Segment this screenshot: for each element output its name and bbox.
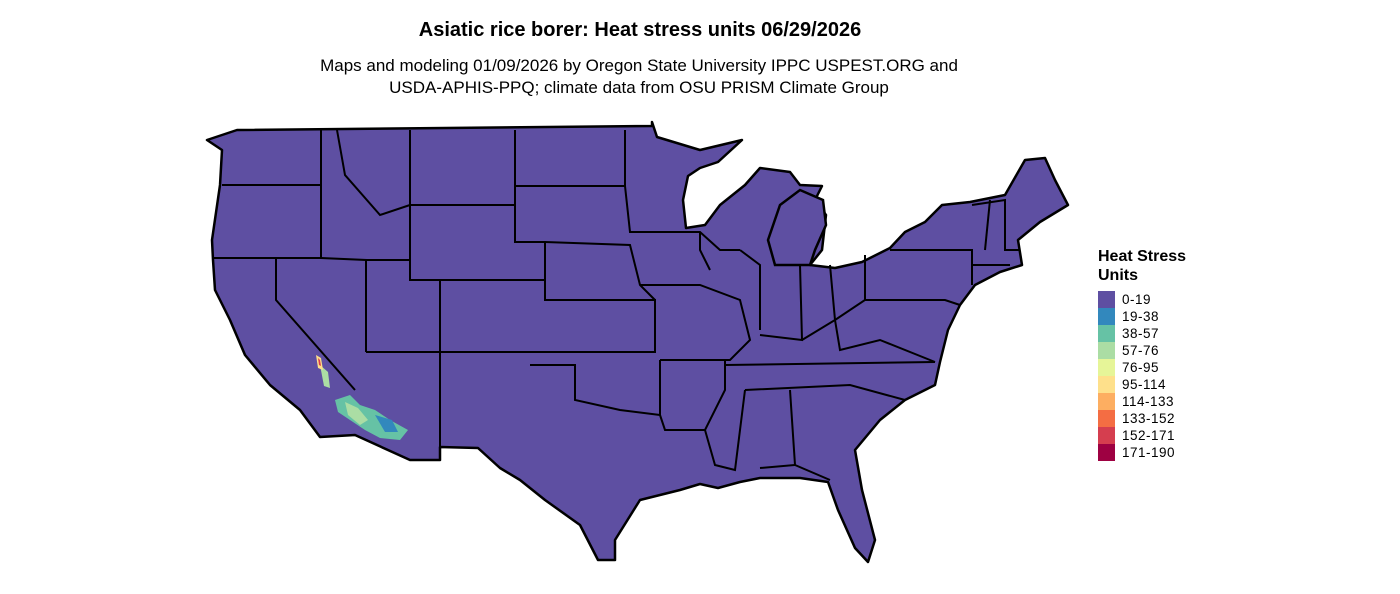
legend-swatch: [1098, 325, 1115, 342]
legend-swatch: [1098, 359, 1115, 376]
legend-item: 57-76: [1098, 342, 1218, 359]
legend-swatch: [1098, 376, 1115, 393]
legend-item: 38-57: [1098, 325, 1218, 342]
legend-label: 133-152: [1122, 411, 1176, 426]
legend-item: 19-38: [1098, 308, 1218, 325]
legend-item: 95-114: [1098, 376, 1218, 393]
legend-label: 76-95: [1122, 360, 1160, 375]
legend-swatch: [1098, 291, 1115, 308]
legend-label: 57-76: [1122, 343, 1160, 358]
state-borders: [213, 129, 1020, 481]
legend-item: 152-171: [1098, 427, 1218, 444]
legend-swatch: [1098, 410, 1115, 427]
legend-swatch: [1098, 308, 1115, 325]
legend-item: 114-133: [1098, 393, 1218, 410]
subtitle-line-2: USDA-APHIS-PPQ; climate data from OSU PR…: [389, 78, 889, 97]
legend-item: 76-95: [1098, 359, 1218, 376]
map-subtitle: Maps and modeling 01/09/2026 by Oregon S…: [289, 55, 989, 99]
legend-swatch: [1098, 342, 1115, 359]
us-outline: [205, 120, 1070, 564]
lower-michigan: [766, 188, 828, 267]
legend-item: 133-152: [1098, 410, 1218, 427]
legend-item: 171-190: [1098, 444, 1218, 461]
legend-title: Heat Stress Units: [1098, 248, 1187, 284]
legend-label: 171-190: [1122, 445, 1176, 460]
legend-label: 152-171: [1122, 428, 1176, 443]
legend-swatch: [1098, 393, 1115, 410]
legend-label: 0-19: [1122, 292, 1152, 307]
legend-label: 38-57: [1122, 326, 1160, 341]
legend-item: 0-19: [1098, 291, 1218, 308]
map-title: Asiatic rice borer: Heat stress units 06…: [418, 19, 862, 41]
subtitle-line-1: Maps and modeling 01/09/2026 by Oregon S…: [320, 56, 958, 75]
legend-label: 19-38: [1122, 309, 1160, 324]
legend-label: 95-114: [1122, 377, 1167, 392]
legend: Heat Stress Units 0-19 19-38 38-57 57-76 76-…: [1098, 247, 1218, 461]
legend-label: 114-133: [1122, 394, 1175, 409]
legend-swatch: [1098, 444, 1115, 461]
hot-region-patches: [316, 355, 408, 440]
legend-swatch: [1098, 427, 1115, 444]
